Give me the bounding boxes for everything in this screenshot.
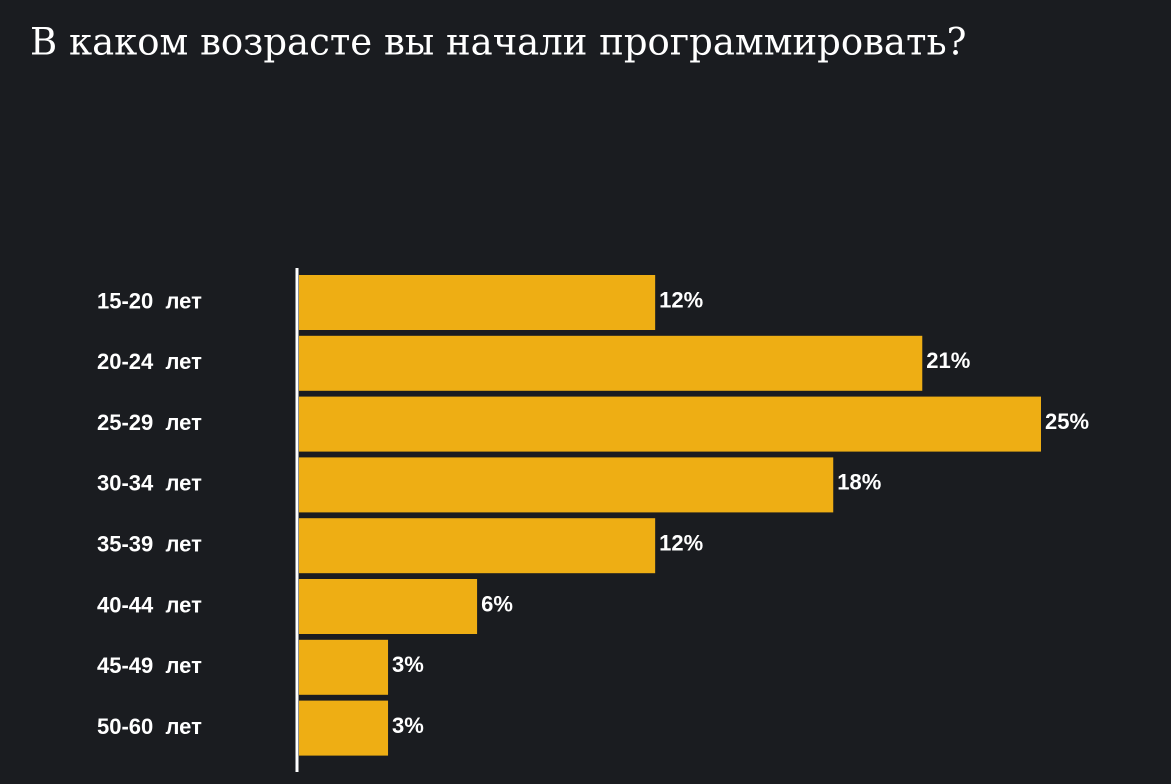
bar [299,518,656,574]
category-label: 40-44 лет [97,592,202,617]
bar [299,700,389,756]
value-label: 25% [1045,409,1089,434]
value-label: 12% [659,287,703,312]
category-label: 50-60 лет [97,714,202,739]
value-label: 21% [926,348,970,373]
category-label: 45-49 лет [97,653,202,678]
category-label: 35-39 лет [97,532,202,557]
value-label: 3% [392,652,424,677]
chart-title: В каком возрасте вы начали программирова… [30,21,966,64]
bar [299,335,923,391]
value-label: 6% [481,591,513,616]
bar [299,396,1041,452]
bar [299,579,478,634]
value-label: 3% [392,713,424,738]
category-label: 25-29 лет [97,410,202,435]
bar [299,457,834,513]
value-label: 18% [837,470,881,495]
category-label: 30-34 лет [97,471,202,496]
bar [299,639,389,695]
category-label: 20-24 лет [97,349,202,374]
value-label: 12% [659,531,703,556]
category-label: 15-20 лет [97,288,202,313]
bar [299,275,656,330]
